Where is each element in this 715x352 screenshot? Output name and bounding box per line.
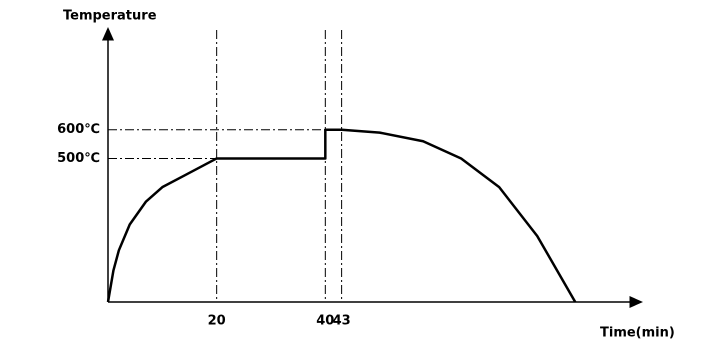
y-tick-label: 500℃ bbox=[57, 151, 100, 166]
y-tick-label: 600℃ bbox=[57, 122, 100, 137]
x-axis-label: Time(min) bbox=[600, 326, 675, 341]
x-tick-label: 40 bbox=[316, 314, 334, 329]
y-axis-label: Temperature bbox=[63, 9, 157, 24]
x-tick-label: 20 bbox=[208, 314, 226, 329]
x-tick-label: 43 bbox=[333, 314, 351, 329]
data-line bbox=[106, 128, 577, 303]
